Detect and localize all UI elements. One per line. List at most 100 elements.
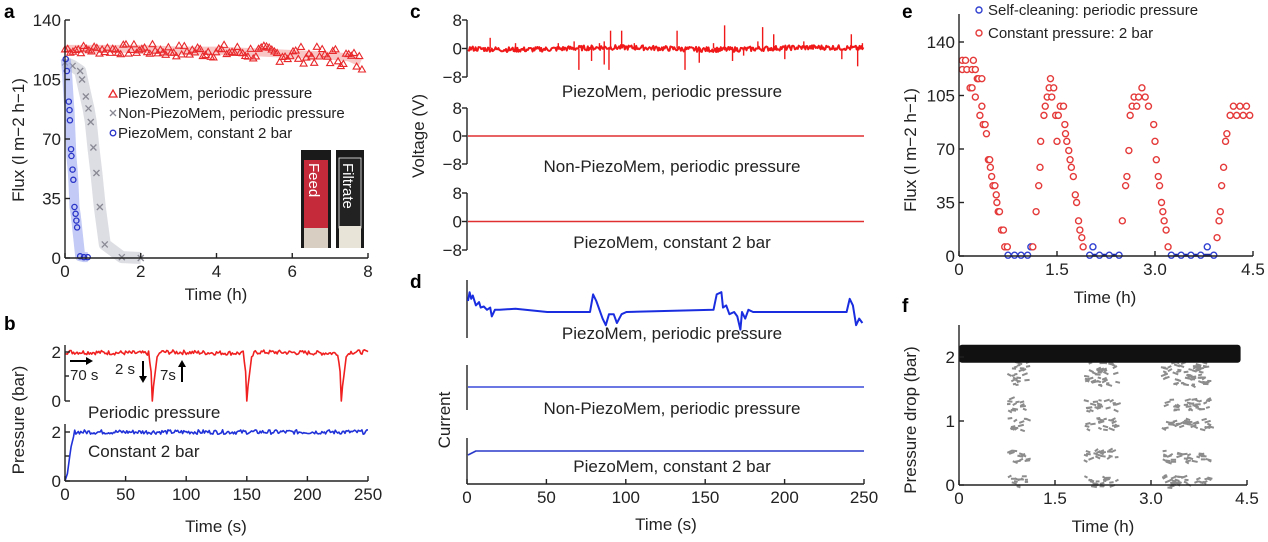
e-circle-marker [1032,207,1040,216]
f-scatter-dot [1164,479,1171,484]
triangle-marker [304,49,314,57]
legend-circle-icon [975,6,983,14]
e-ylabel: Flux (l m−2 h−1) [901,88,920,212]
e-circle-marker [993,198,1001,207]
f-scatter-dot [1025,457,1031,461]
f-scatter-dot [1162,449,1167,453]
f-scatter-dot [1206,422,1212,427]
f-scatter-dot [1111,420,1117,425]
e-circle-marker [1177,251,1185,259]
triangle-marker [137,44,147,52]
f-scatter-dot [1190,424,1197,429]
cross-marker [82,93,90,100]
f-scatter-dot [1006,372,1012,377]
e-circle-marker [1144,102,1153,110]
f-scatter-dot [1185,405,1192,408]
cross-marker [76,67,84,75]
triangle-marker [246,44,256,52]
f-scatter-dot [1017,423,1025,428]
y-tick-label: 0 [52,249,61,268]
triangle-marker [102,43,112,51]
f-scatter-dot [1162,370,1167,374]
f-scatter-dot [1171,423,1177,428]
f-scatter-dot [1162,458,1169,463]
f-scatter-dot [1013,479,1018,483]
f-scatter-dot [1087,376,1094,381]
f-scatter-dot [1089,402,1097,407]
f-scatter-dot [1019,403,1025,407]
f-scatter-dot [1203,365,1210,369]
f-scatter-dot [1102,370,1109,376]
e-circle-marker [999,226,1008,234]
y-tick-label: 0 [946,476,955,495]
e-circle-marker [1133,102,1141,110]
f-scatter-dot [1085,379,1090,383]
f-scatter-dot [1086,406,1093,410]
y-tick-label: 140 [927,33,955,52]
cross-marker [87,118,95,126]
f-scatter-dot [1008,451,1015,455]
f-scatter-dot [1162,366,1169,370]
e-circle-marker [995,207,1004,216]
triangle-marker [272,48,282,56]
f-scatter-dot [1178,424,1185,429]
e-circle-marker [1089,243,1097,251]
x-tick-label: 8 [363,262,372,281]
e-circle-marker [1216,207,1225,216]
c-label-1: PiezoMem, periodic pressure [562,82,782,101]
f-scatter-dot [1084,424,1090,428]
triangle-marker [171,51,181,60]
x-tick-label: 50 [537,488,556,507]
legend-entry: PiezoMem, periodic pressure [118,85,312,102]
f-scatter-dot [1195,476,1201,481]
e-circle-marker [1151,137,1159,146]
f-scatter-dot [1007,409,1013,414]
b-ylabel: Pressure (bar) [9,366,28,475]
triangle-marker [174,41,184,49]
e-circle-marker [1134,93,1143,101]
f-scatter-dot [1115,380,1121,384]
d-xlabel: Time (s) [635,515,697,534]
triangle-marker [209,52,218,61]
d-current-trace [467,291,864,331]
f-scatter-dot [1012,460,1018,464]
x-tick-label: 3.0 [1143,260,1167,279]
f-scatter-dot [1011,481,1017,485]
d-label-3: PiezoMem, constant 2 bar [573,457,771,476]
e-circle-marker [1157,198,1166,207]
x-tick-label: 2 [136,262,145,281]
f-scatter-dot [1191,397,1198,401]
f-scatter-dot [1085,422,1091,426]
f-scatter-dot [1169,484,1175,488]
legend-circle-icon [975,29,983,37]
f-scatter-dot [1198,399,1202,403]
x-tick-label: 4 [212,262,221,281]
triangle-marker [87,46,96,55]
f-scatter-dot [1105,406,1111,410]
cross-marker [118,253,126,261]
triangle-marker [275,57,285,65]
e-circle-marker [1160,217,1168,225]
triangle-marker [309,58,319,66]
triangle-marker [333,56,343,65]
f-scatter-dot [1088,456,1095,461]
annotation-2s: 2 s [115,361,135,378]
circle-marker [80,253,88,261]
e-circle-marker [1213,233,1221,242]
e-circle-marker [1121,181,1130,190]
triangle-marker [198,51,208,60]
e-circle-marker [978,74,986,83]
f-scatter-dot [1204,425,1210,430]
f-scatter-dot [1166,454,1172,458]
f-scatter-dot [1207,476,1213,480]
triangle-marker [349,48,359,57]
f-scatter-dot [1195,368,1202,372]
triangle-marker [179,41,189,50]
f-scatter-dot [1015,400,1020,404]
x-tick-label: 4.5 [1235,489,1259,508]
y-tick-label: 0 [52,472,61,491]
f-scatter-dot [1016,364,1021,367]
y-tick-label: 0 [453,40,462,59]
f-scatter-dot [1108,447,1114,452]
e-circle-marker [961,56,970,65]
